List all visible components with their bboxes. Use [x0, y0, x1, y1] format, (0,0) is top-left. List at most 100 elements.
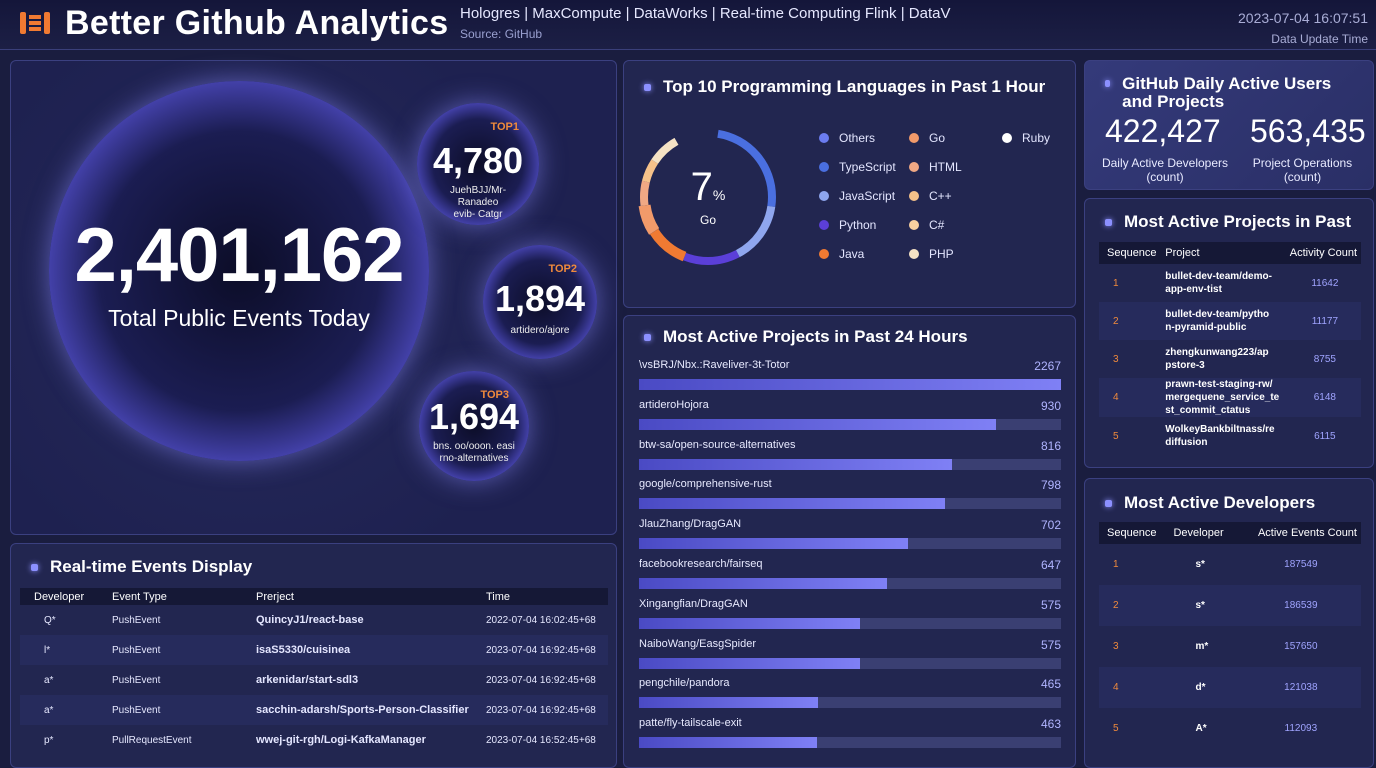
bar-row[interactable]: google/comprehensive-rust 798: [639, 478, 1061, 510]
legend-dot-icon: [909, 191, 919, 201]
sequence-cell: 2: [1099, 302, 1158, 340]
legend-item[interactable]: C#: [909, 218, 944, 232]
time-cell: 2022-07-04 16:02:45+68: [486, 614, 596, 626]
table-row[interactable]: l* PushEvent isaS5330/cuisinea 2023-07-04 1…: [20, 635, 608, 665]
dau-title: GitHub Daily Active Users and Projects: [1105, 75, 1355, 111]
table-row[interactable]: 3 zhengkunwang223/ap pstore-3 8755: [1099, 340, 1361, 378]
time-cell: 2023-07-04 16:52:45+68: [486, 734, 596, 746]
data-source: Source: GitHub: [460, 27, 543, 41]
table-row[interactable]: a* PushEvent arkenidar/start-sdl3 2023-07-0…: [20, 665, 608, 695]
languages-panel: Top 10 Programming Languages in Past 1 H…: [623, 60, 1076, 308]
bar-label: facebookresearch/fairseq: [639, 558, 763, 570]
top-project-value: 4,780: [432, 140, 524, 181]
active-developers-table: Sequence Developer Active Events Count 1…: [1099, 522, 1361, 749]
project-cell[interactable]: arkenidar/start-sdl3: [256, 674, 359, 686]
table-row[interactable]: 4 d* 121038: [1099, 667, 1361, 708]
sequence-cell: 4: [1099, 667, 1166, 708]
total-events-sphere: 2,401,162 Total Public Events Today: [49, 81, 429, 461]
bar-row[interactable]: btw-sa/open-source-alternatives 816: [639, 439, 1061, 470]
bar-label: JlauZhang/DragGAN: [639, 518, 742, 531]
bar-row[interactable]: artideroHojora 930: [639, 398, 1061, 430]
table-row[interactable]: p* PullRequestEvent wwej-git-rgh/Logi-Kafk…: [20, 725, 608, 755]
legend-item[interactable]: JavaScript: [819, 189, 895, 203]
legend-item[interactable]: Python: [819, 218, 876, 232]
languages-donut-chart[interactable]: [636, 125, 780, 269]
legend-item[interactable]: HTML: [909, 160, 962, 174]
developer-cell: s*: [1165, 585, 1233, 626]
sequence-cell: 3: [1113, 641, 1119, 652]
legend-item[interactable]: PHP: [909, 247, 954, 261]
legend-item[interactable]: Java: [819, 247, 864, 261]
legend-item[interactable]: TypeScript: [819, 160, 896, 174]
project-cell[interactable]: sacchin-adarsh/Sports-Person-Classifier: [242, 695, 472, 725]
count-cell: 6115: [1314, 430, 1336, 442]
bar-label: artideroHojora: [639, 398, 709, 411]
project-cell: bullet-dev-team/demo- app-env-tist: [1165, 271, 1272, 295]
bar-label: \vsBRJ/Nbx.:Raveliver-3t-Totor: [639, 359, 790, 371]
time-cell: 2023-07-04 16:92:45+68: [472, 635, 608, 665]
count-cell: 112093: [1284, 723, 1318, 734]
bar-row[interactable]: NaiboWang/EasgSpider 575: [639, 637, 1061, 669]
bar-label: google/comprehensive-rust: [639, 478, 772, 491]
bar-row[interactable]: pengchile/pandora 465: [639, 677, 1061, 709]
legend-item[interactable]: Others: [819, 131, 875, 145]
table-row[interactable]: 2 s* 186539: [1099, 585, 1361, 626]
donut-segment-html: [640, 129, 776, 265]
bar-row[interactable]: facebookresearch/fairseq 647: [639, 558, 1061, 589]
legend-dot-icon: [909, 133, 919, 143]
bar-track: [639, 737, 1061, 749]
legend-dot-icon: [819, 191, 829, 201]
bar-row[interactable]: Xingangfian/DragGAN 575: [639, 598, 1061, 629]
project-cell: prawn-test-staging-rw/ mergequene_servic…: [1157, 378, 1281, 417]
top-project-value: 1,894: [494, 278, 586, 319]
active-developers-label: Daily Active Developers (count): [1101, 156, 1229, 184]
developer-cell: l*: [20, 635, 98, 665]
app-title: Better Github Analytics: [65, 4, 449, 42]
bar-track: [639, 697, 1061, 709]
bar-row[interactable]: JlauZhang/DragGAN 702: [639, 518, 1061, 550]
sequence-cell: 3: [1113, 353, 1119, 365]
top-project-sphere[interactable]: TOP1 4,780 JuehBJJ/Mr- Ranadeo evib- Cat…: [417, 103, 539, 225]
bar-row[interactable]: \vsBRJ/Nbx.:Raveliver-3t-Totor 2267: [639, 359, 1061, 390]
project-cell[interactable]: wwej-git-rgh/Logi-KafkaManager: [256, 734, 426, 746]
table-row[interactable]: a* PushEvent sacchin-adarsh/Sports-Person-…: [20, 695, 608, 725]
table-row[interactable]: 5 WolkeyBankbiltnass/re diffusion 6115: [1099, 417, 1361, 455]
top-project-sphere[interactable]: TOP3 1,694 bns. oo/ooon. easi rno-altern…: [419, 371, 529, 481]
bar-fill: [639, 697, 818, 709]
top-project-value: 1,694: [428, 396, 520, 437]
header-bar: Better Github Analytics Hologres | MaxCo…: [0, 0, 1376, 50]
top-project-sphere[interactable]: TOP2 1,894 artidero/ajore: [483, 245, 597, 359]
donut-segment-typescript: [640, 129, 776, 265]
developer-cell: A*: [1195, 723, 1207, 734]
donut-segment-python: [640, 129, 776, 265]
bar-value: 575: [1040, 637, 1061, 652]
active-projects-panel: Most Active Projects in Past Sequence Pr…: [1084, 198, 1374, 468]
project-cell[interactable]: QuincyJ1/react-base: [256, 614, 364, 626]
bar-fill: [639, 538, 909, 550]
table-row[interactable]: 5 A* 112093: [1099, 708, 1361, 749]
legend-label: Go: [929, 131, 946, 145]
overview-panel: 2,401,162 Total Public Events Today TOP1…: [10, 60, 617, 535]
event-type-cell: PushEvent: [98, 695, 242, 725]
legend-item[interactable]: Go: [909, 131, 945, 145]
table-row[interactable]: 1 s* 187549: [1099, 544, 1361, 585]
bar-fill: [639, 458, 953, 470]
table-row[interactable]: 4 prawn-test-staging-rw/ mergequene_servi…: [1099, 378, 1361, 417]
table-row[interactable]: 1 bullet-dev-team/demo- app-env-tist 11642: [1099, 264, 1361, 302]
project-cell[interactable]: isaS5330/cuisinea: [242, 635, 472, 665]
sequence-cell: 2: [1099, 585, 1166, 626]
sequence-cell: 5: [1113, 430, 1119, 442]
legend-item[interactable]: Ruby: [1002, 131, 1050, 145]
table-row[interactable]: 2 bullet-dev-team/pytho n-pyramid-public 1…: [1099, 302, 1361, 340]
table-row[interactable]: Q* PushEvent QuincyJ1/react-base 2022-07-04…: [20, 605, 608, 635]
bar-value: 798: [1040, 478, 1061, 493]
legend-item[interactable]: C++: [909, 189, 952, 203]
donut-center-value: 7%: [690, 165, 726, 209]
count-cell: 157650: [1284, 641, 1318, 652]
table-row[interactable]: 3 m* 157650: [1099, 626, 1361, 667]
legend-label: Ruby: [1022, 131, 1051, 145]
count-cell: 11177: [1280, 302, 1361, 340]
column-header: Developer: [1165, 522, 1233, 544]
bar-row[interactable]: patte/fly-tailscale-exit 463: [639, 717, 1061, 749]
donut-center-label: Go: [699, 213, 716, 227]
